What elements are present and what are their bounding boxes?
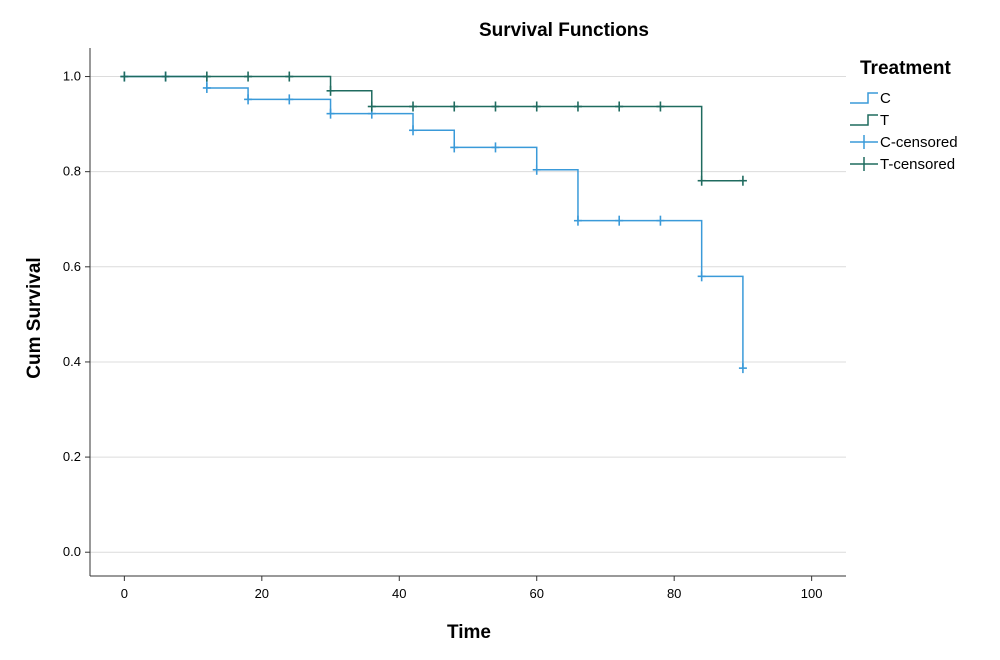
censor-mark-T-8 (450, 101, 459, 112)
y-tick-label-4: 0.8 (63, 164, 81, 179)
censor-mark-C-8 (450, 142, 459, 153)
plot-area (120, 71, 747, 374)
legend-entry-3: T-censored (850, 156, 955, 173)
legend-title: Treatment (860, 58, 951, 79)
legend-label-3: T-censored (880, 156, 955, 173)
y-tick-label-3: 0.6 (63, 259, 81, 274)
legend-swatch-step-1 (850, 114, 878, 126)
legend-entry-1: T (850, 112, 889, 129)
censor-mark-T-11 (573, 101, 582, 112)
series-line-C (124, 75, 744, 369)
legend-label-1: T (880, 112, 889, 129)
legend-label-0: C (880, 90, 891, 107)
censor-mark-C-11 (573, 215, 582, 226)
censor-mark-C-10 (532, 164, 541, 175)
censor-mark-T-4 (285, 71, 294, 82)
x-axis-label: Time (447, 622, 491, 643)
censor-mark-T-3 (244, 71, 253, 82)
censor-mark-T-13 (656, 101, 665, 112)
censor-mark-C-9 (491, 142, 500, 153)
censor-mark-T-12 (615, 101, 624, 112)
censor-mark-C-3 (244, 94, 253, 105)
censor-mark-C-4 (285, 94, 294, 105)
x-tick-label-2: 40 (392, 586, 406, 601)
censor-mark-T-7 (409, 101, 418, 112)
censor-mark-T-14 (697, 175, 706, 186)
censor-mark-T-9 (491, 101, 500, 112)
y-tick-label-1: 0.2 (63, 449, 81, 464)
censor-mark-C-12 (615, 215, 624, 226)
series-line-T (124, 75, 743, 182)
censor-mark-C-13 (656, 215, 665, 226)
legend-entry-0: C (850, 90, 891, 107)
censor-mark-T-6 (367, 101, 376, 112)
legend-swatch-step-0 (850, 92, 878, 104)
censor-mark-T-10 (532, 101, 541, 112)
censor-mark-T-5 (326, 85, 335, 96)
x-tick-label-4: 80 (667, 586, 681, 601)
censor-mark-T-2 (202, 71, 211, 82)
legend-label-2: C-censored (880, 134, 958, 151)
tick-labels: 0.0 0.2 0.4 0.6 0.8 1.0 0 20 40 60 80 100 (63, 69, 823, 601)
y-tick-label-0: 0.0 (63, 544, 81, 559)
censor-mark-C-14 (697, 271, 706, 282)
censor-mark-T-1 (161, 71, 170, 82)
x-tick-label-1: 20 (255, 586, 269, 601)
censor-mark-C-7 (409, 125, 418, 136)
legend-entry-2: C-censored (850, 134, 958, 151)
censor-mark-C-5 (326, 108, 335, 119)
y-tick-label-5: 1.0 (63, 69, 81, 84)
censor-mark-C-15 (738, 363, 747, 374)
censor-mark-C-2 (202, 82, 211, 93)
y-tick-label-2: 0.4 (63, 354, 81, 369)
censor-mark-T-15 (738, 175, 747, 186)
x-tick-label-5: 100 (801, 586, 823, 601)
y-axis-label: Cum Survival (24, 257, 45, 378)
censor-mark-T-0 (120, 71, 129, 82)
legend: Treatment CT C-censored T-censored (850, 58, 958, 173)
x-tick-label-0: 0 (121, 586, 128, 601)
axes (85, 48, 846, 581)
x-tick-label-3: 60 (529, 586, 543, 601)
chart-title: Survival Functions (479, 20, 649, 41)
